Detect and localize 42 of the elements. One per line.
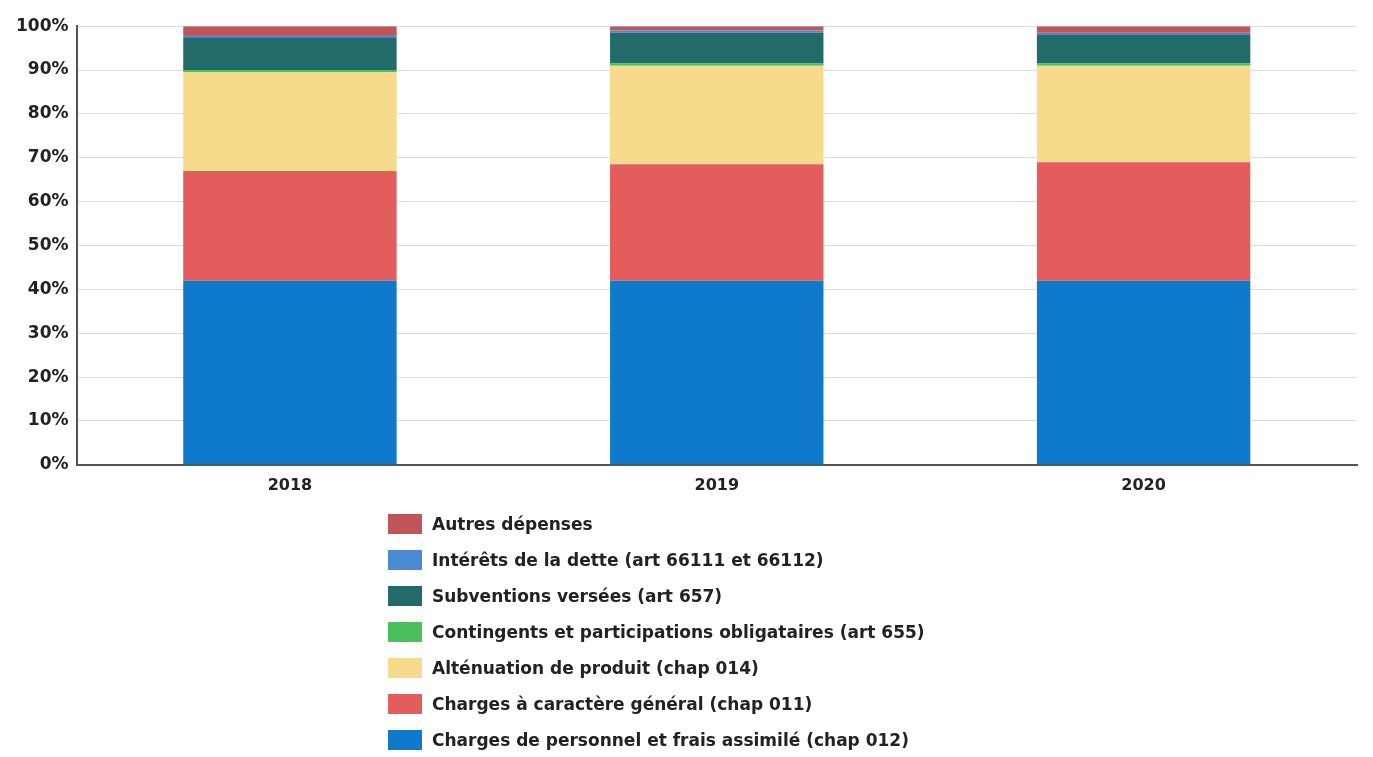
bar	[183, 72, 397, 171]
y-tick-label: 20%	[27, 365, 69, 386]
bar	[1036, 280, 1251, 465]
legend-label: Contingents et participations obligataires (art 655)	[432, 622, 925, 642]
legend-label: Alténuation de produit (chap 014)	[432, 658, 759, 678]
bar	[610, 63, 824, 66]
legend-label: Intérêts de la dette (art 66111 et 66112)	[432, 550, 824, 570]
bar	[1036, 63, 1251, 66]
bar	[610, 164, 824, 281]
y-tick-label: 70%	[27, 146, 69, 167]
y-tick-label: 50%	[27, 233, 69, 254]
bar	[183, 34, 397, 38]
bar	[183, 170, 397, 281]
bar	[183, 26, 397, 35]
legend-label: Autres dépenses	[432, 514, 593, 534]
bar	[1036, 34, 1251, 64]
bar	[1036, 65, 1251, 163]
bar	[183, 280, 397, 465]
y-tick-label: 100%	[15, 14, 69, 35]
bar	[1036, 26, 1251, 33]
legend-label: Charges de personnel et frais assimilé (chap 012)	[432, 730, 909, 750]
y-tick-label: 10%	[27, 409, 69, 430]
bar	[610, 280, 824, 465]
y-tick-label: 90%	[27, 58, 69, 79]
y-tick-label: 40%	[27, 277, 69, 298]
y-tick-label: 80%	[27, 102, 69, 123]
bar	[1036, 162, 1251, 281]
legend-label: Subventions versées (art 657)	[432, 586, 723, 606]
bar	[183, 37, 397, 71]
bar	[183, 70, 397, 73]
bar	[610, 32, 824, 64]
x-tick-label: 2019	[694, 474, 740, 494]
bar	[1036, 32, 1251, 35]
bar	[610, 65, 824, 165]
y-tick-label: 60%	[27, 190, 69, 211]
bar	[610, 26, 824, 31]
y-tick-label: 0%	[39, 453, 69, 474]
x-tick-label: 2018	[267, 474, 313, 494]
y-tick-label: 30%	[27, 321, 69, 342]
legend-label: Charges à caractère général (chap 011)	[432, 694, 813, 714]
x-tick-label: 2020	[1121, 474, 1166, 494]
bar	[610, 30, 824, 33]
